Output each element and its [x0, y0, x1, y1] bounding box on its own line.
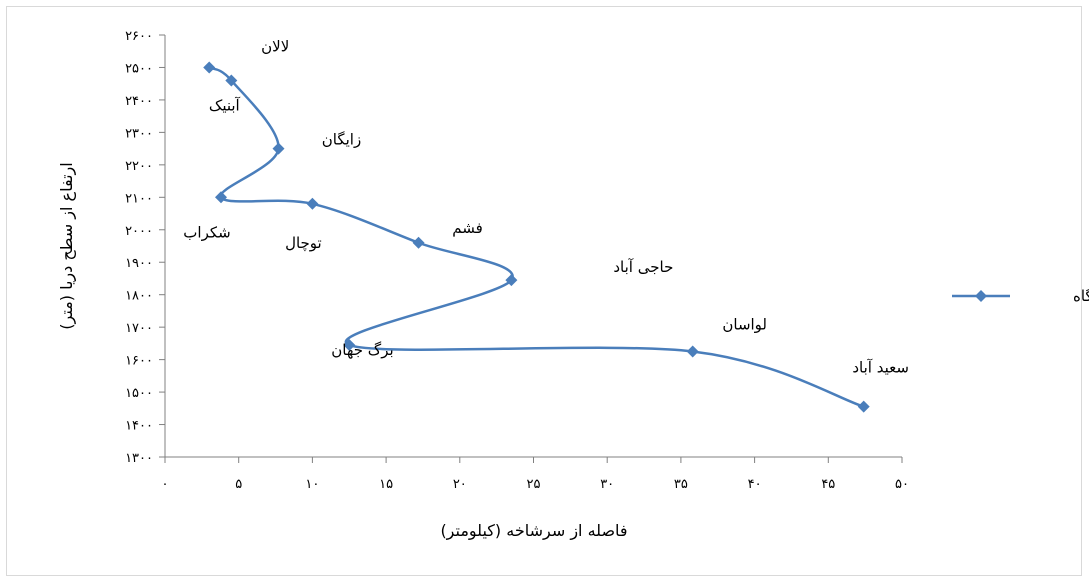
x-tick-label: ۰	[162, 477, 169, 492]
x-tick-label: ۵۰	[895, 477, 909, 492]
y-tick-label: ۱۸۰۰	[125, 289, 153, 304]
point-label: زایگان	[322, 131, 361, 149]
point-label: توچال	[285, 234, 322, 252]
data-point-marker	[203, 61, 216, 74]
y-axis-title: ارتفاع از سطح دریا (متر)	[57, 162, 77, 329]
x-axis-ticks: ۰ ۵ ۱۰ ۱۵ ۲۰ ۲۵ ۳۰ ۳۵ ۴۰ ۴۵ ۵۰	[162, 457, 909, 492]
axes	[164, 35, 902, 458]
point-label: لالان	[261, 37, 289, 55]
point-label: حاجی آباد	[613, 258, 673, 276]
data-point-marker	[272, 142, 285, 155]
x-tick-label: ۲۵	[527, 477, 541, 492]
y-tick-label: ۱۵۰۰	[125, 386, 153, 401]
y-tick-label: ۲۰۰۰	[125, 224, 153, 239]
point-label: آبنیک	[209, 96, 241, 114]
y-tick-label: ۲۳۰۰	[125, 126, 153, 141]
data-point-marker	[412, 236, 425, 249]
data-point-marker	[306, 197, 319, 210]
point-label: لواسان	[722, 316, 767, 334]
point-label: سعید آباد	[852, 359, 909, 377]
data-point-marker	[343, 339, 356, 352]
point-label: برگ جهان	[331, 341, 393, 359]
legend-label: ایستگاه	[1073, 287, 1089, 305]
x-tick-label: ۳۰	[600, 477, 614, 492]
y-tick-label: ۱۳۰۰	[125, 451, 153, 466]
x-tick-label: ۳۵	[674, 477, 688, 492]
data-point-marker	[215, 191, 228, 204]
x-tick-label: ۵	[235, 477, 242, 492]
y-tick-label: ۱۹۰۰	[125, 256, 153, 271]
y-tick-label: ۱۷۰۰	[125, 321, 153, 336]
x-tick-label: ۱۰	[305, 477, 319, 492]
data-point-marker	[686, 345, 699, 358]
legend: ایستگاه	[952, 287, 1089, 305]
data-point-marker	[505, 274, 518, 287]
y-axis-ticks: ۱۳۰۰ ۱۴۰۰ ۱۵۰۰ ۱۶۰۰ ۱۷۰۰ ۱۸۰۰ ۱۹۰۰ ۲۰۰۰ ۲۱۰۰ ۲۲۰۰…	[125, 29, 165, 466]
data-point-marker	[857, 400, 870, 413]
x-tick-label: ۲۰	[453, 477, 467, 492]
y-tick-label: ۲۵۰۰	[125, 61, 153, 76]
x-tick-label: ۱۵	[379, 477, 393, 492]
y-tick-label: ۱۴۰۰	[125, 419, 153, 434]
chart-frame	[6, 6, 1082, 576]
y-tick-label: ۲۲۰۰	[125, 159, 153, 174]
point-label: شکراب	[183, 223, 230, 241]
y-tick-label: ۲۴۰۰	[125, 94, 153, 109]
y-tick-label: ۱۶۰۰	[125, 354, 153, 369]
x-tick-label: ۴۵	[821, 477, 835, 492]
point-labels: لالان آبنیک زایگان شکراب توچال فشم حاجی آباد بر…	[183, 37, 909, 376]
point-label: فشم	[452, 219, 483, 237]
x-axis-title: فاصله از سرشاخه (کیلومتر)	[440, 521, 627, 541]
legend-marker	[975, 290, 987, 302]
series-markers	[203, 61, 870, 413]
y-tick-label: ۲۶۰۰	[125, 29, 153, 44]
y-tick-label: ۲۱۰۰	[125, 191, 153, 206]
x-tick-label: ۴۰	[748, 477, 762, 492]
data-point-marker	[225, 74, 238, 87]
